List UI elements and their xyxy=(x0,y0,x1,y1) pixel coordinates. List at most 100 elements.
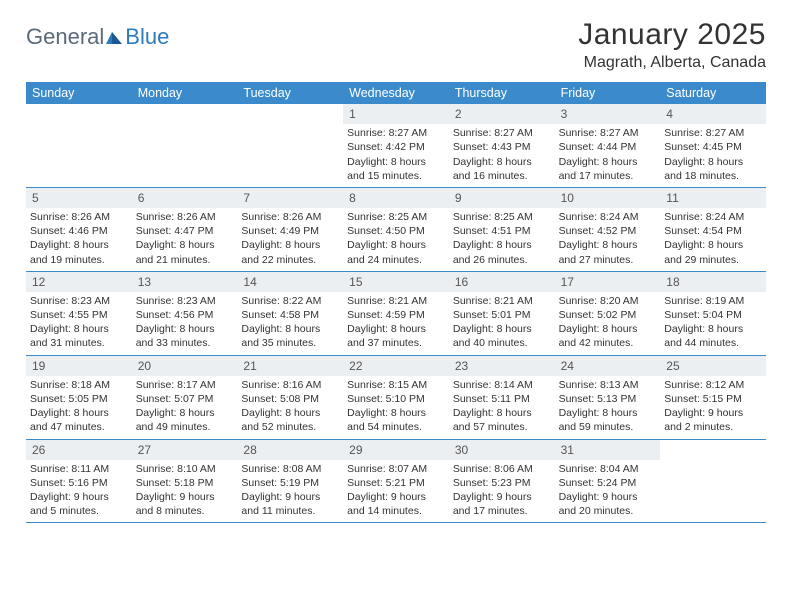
calendar-day: 31Sunrise: 8:04 AMSunset: 5:24 PMDayligh… xyxy=(555,440,661,523)
daylight-line: Daylight: 8 hours and 35 minutes. xyxy=(241,322,339,350)
sunset-line: Sunset: 4:47 PM xyxy=(136,224,234,238)
daylight-line: Daylight: 8 hours and 33 minutes. xyxy=(136,322,234,350)
day-number: 24 xyxy=(555,356,661,376)
day-number: 10 xyxy=(555,188,661,208)
sunrise-line: Sunrise: 8:18 AM xyxy=(30,378,128,392)
daylight-line: Daylight: 8 hours and 47 minutes. xyxy=(30,406,128,434)
daylight-line: Daylight: 8 hours and 52 minutes. xyxy=(241,406,339,434)
sunrise-line: Sunrise: 8:27 AM xyxy=(664,126,762,140)
sunset-line: Sunset: 4:58 PM xyxy=(241,308,339,322)
daylight-line: Daylight: 8 hours and 37 minutes. xyxy=(347,322,445,350)
daylight-line: Daylight: 8 hours and 29 minutes. xyxy=(664,238,762,266)
daylight-line: Daylight: 8 hours and 24 minutes. xyxy=(347,238,445,266)
day-number: 27 xyxy=(132,440,238,460)
daylight-line: Daylight: 9 hours and 20 minutes. xyxy=(559,490,657,518)
daylight-line: Daylight: 8 hours and 22 minutes. xyxy=(241,238,339,266)
sunset-line: Sunset: 5:07 PM xyxy=(136,392,234,406)
calendar-day: 16Sunrise: 8:21 AMSunset: 5:01 PMDayligh… xyxy=(449,272,555,355)
daylight-line: Daylight: 9 hours and 2 minutes. xyxy=(664,406,762,434)
sunset-line: Sunset: 5:04 PM xyxy=(664,308,762,322)
sunset-line: Sunset: 5:02 PM xyxy=(559,308,657,322)
sunset-line: Sunset: 4:45 PM xyxy=(664,140,762,154)
sunrise-line: Sunrise: 8:27 AM xyxy=(453,126,551,140)
calendar-day: 22Sunrise: 8:15 AMSunset: 5:10 PMDayligh… xyxy=(343,356,449,439)
sunrise-line: Sunrise: 8:12 AM xyxy=(664,378,762,392)
weekday-header: Thursday xyxy=(449,82,555,104)
sunset-line: Sunset: 4:52 PM xyxy=(559,224,657,238)
location-subtitle: Magrath, Alberta, Canada xyxy=(578,54,766,72)
sunrise-line: Sunrise: 8:27 AM xyxy=(559,126,657,140)
sunset-line: Sunset: 4:51 PM xyxy=(453,224,551,238)
header: General Blue January 2025 Magrath, Alber… xyxy=(26,18,766,72)
logo: General Blue xyxy=(26,24,169,50)
day-number: 14 xyxy=(237,272,343,292)
calendar: SundayMondayTuesdayWednesdayThursdayFrid… xyxy=(26,82,766,523)
day-number: 30 xyxy=(449,440,555,460)
calendar-day: 12Sunrise: 8:23 AMSunset: 4:55 PMDayligh… xyxy=(26,272,132,355)
day-number: 8 xyxy=(343,188,449,208)
daylight-line: Daylight: 8 hours and 49 minutes. xyxy=(136,406,234,434)
day-number: 28 xyxy=(237,440,343,460)
sunset-line: Sunset: 5:18 PM xyxy=(136,476,234,490)
weekday-header: Tuesday xyxy=(237,82,343,104)
day-number: 11 xyxy=(660,188,766,208)
sunrise-line: Sunrise: 8:19 AM xyxy=(664,294,762,308)
sunrise-line: Sunrise: 8:08 AM xyxy=(241,462,339,476)
day-number: 29 xyxy=(343,440,449,460)
sunset-line: Sunset: 4:46 PM xyxy=(30,224,128,238)
sunrise-line: Sunrise: 8:11 AM xyxy=(30,462,128,476)
calendar-day: 3Sunrise: 8:27 AMSunset: 4:44 PMDaylight… xyxy=(555,104,661,187)
sunrise-line: Sunrise: 8:26 AM xyxy=(30,210,128,224)
calendar-day: 26 Sunrise: 8:11 AMSunset: 5:16 PMDayligh… xyxy=(26,440,132,523)
sunset-line: Sunset: 5:19 PM xyxy=(241,476,339,490)
calendar-week: 5Sunrise: 8:26 AMSunset: 4:46 PMDaylight… xyxy=(26,188,766,272)
sunrise-line: Sunrise: 8:24 AM xyxy=(559,210,657,224)
daylight-line: Daylight: 8 hours and 57 minutes. xyxy=(453,406,551,434)
day-number: 22 xyxy=(343,356,449,376)
sunset-line: Sunset: 4:43 PM xyxy=(453,140,551,154)
sunrise-line: Sunrise: 8:21 AM xyxy=(453,294,551,308)
daylight-line: Daylight: 8 hours and 44 minutes. xyxy=(664,322,762,350)
sunrise-line: Sunrise: 8:24 AM xyxy=(664,210,762,224)
sunset-line: Sunset: 5:16 PM xyxy=(30,476,128,490)
calendar-week: 12Sunrise: 8:23 AMSunset: 4:55 PMDayligh… xyxy=(26,272,766,356)
calendar-day: 14Sunrise: 8:22 AMSunset: 4:58 PMDayligh… xyxy=(237,272,343,355)
calendar-day: 8Sunrise: 8:25 AMSunset: 4:50 PMDaylight… xyxy=(343,188,449,271)
day-number: 25 xyxy=(660,356,766,376)
calendar-day: 25 Sunrise: 8:12 AMSunset: 5:15 PMDayligh… xyxy=(660,356,766,439)
sunset-line: Sunset: 4:44 PM xyxy=(559,140,657,154)
calendar-week: 19Sunrise: 8:18 AMSunset: 5:05 PMDayligh… xyxy=(26,356,766,440)
sunset-line: Sunset: 5:15 PM xyxy=(664,392,762,406)
day-number: 26 xyxy=(26,440,132,460)
calendar-day: 23Sunrise: 8:14 AMSunset: 5:11 PMDayligh… xyxy=(449,356,555,439)
sunrise-line: Sunrise: 8:20 AM xyxy=(559,294,657,308)
sunrise-line: Sunrise: 8:21 AM xyxy=(347,294,445,308)
day-number: 16 xyxy=(449,272,555,292)
page-title: January 2025 xyxy=(578,18,766,52)
calendar-day: 7Sunrise: 8:26 AMSunset: 4:49 PMDaylight… xyxy=(237,188,343,271)
calendar-day-empty xyxy=(132,104,238,187)
calendar-day: 15Sunrise: 8:21 AMSunset: 4:59 PMDayligh… xyxy=(343,272,449,355)
daylight-line: Daylight: 9 hours and 5 minutes. xyxy=(30,490,128,518)
logo-icon xyxy=(106,24,124,50)
sunrise-line: Sunrise: 8:06 AM xyxy=(453,462,551,476)
daylight-line: Daylight: 8 hours and 16 minutes. xyxy=(453,155,551,183)
calendar-week: 1Sunrise: 8:27 AMSunset: 4:42 PMDaylight… xyxy=(26,104,766,188)
sunrise-line: Sunrise: 8:25 AM xyxy=(453,210,551,224)
calendar-body: 1Sunrise: 8:27 AMSunset: 4:42 PMDaylight… xyxy=(26,104,766,523)
calendar-day: 19Sunrise: 8:18 AMSunset: 5:05 PMDayligh… xyxy=(26,356,132,439)
sunset-line: Sunset: 5:01 PM xyxy=(453,308,551,322)
logo-text-general: General xyxy=(26,24,104,50)
sunset-line: Sunset: 4:49 PM xyxy=(241,224,339,238)
sunrise-line: Sunrise: 8:23 AM xyxy=(136,294,234,308)
day-number: 15 xyxy=(343,272,449,292)
sunset-line: Sunset: 5:11 PM xyxy=(453,392,551,406)
daylight-line: Daylight: 8 hours and 17 minutes. xyxy=(559,155,657,183)
calendar-day: 6Sunrise: 8:26 AMSunset: 4:47 PMDaylight… xyxy=(132,188,238,271)
calendar-day: 17Sunrise: 8:20 AMSunset: 5:02 PMDayligh… xyxy=(555,272,661,355)
calendar-day: 10Sunrise: 8:24 AMSunset: 4:52 PMDayligh… xyxy=(555,188,661,271)
sunset-line: Sunset: 5:21 PM xyxy=(347,476,445,490)
day-number: 4 xyxy=(660,104,766,124)
sunset-line: Sunset: 4:50 PM xyxy=(347,224,445,238)
daylight-line: Daylight: 8 hours and 21 minutes. xyxy=(136,238,234,266)
